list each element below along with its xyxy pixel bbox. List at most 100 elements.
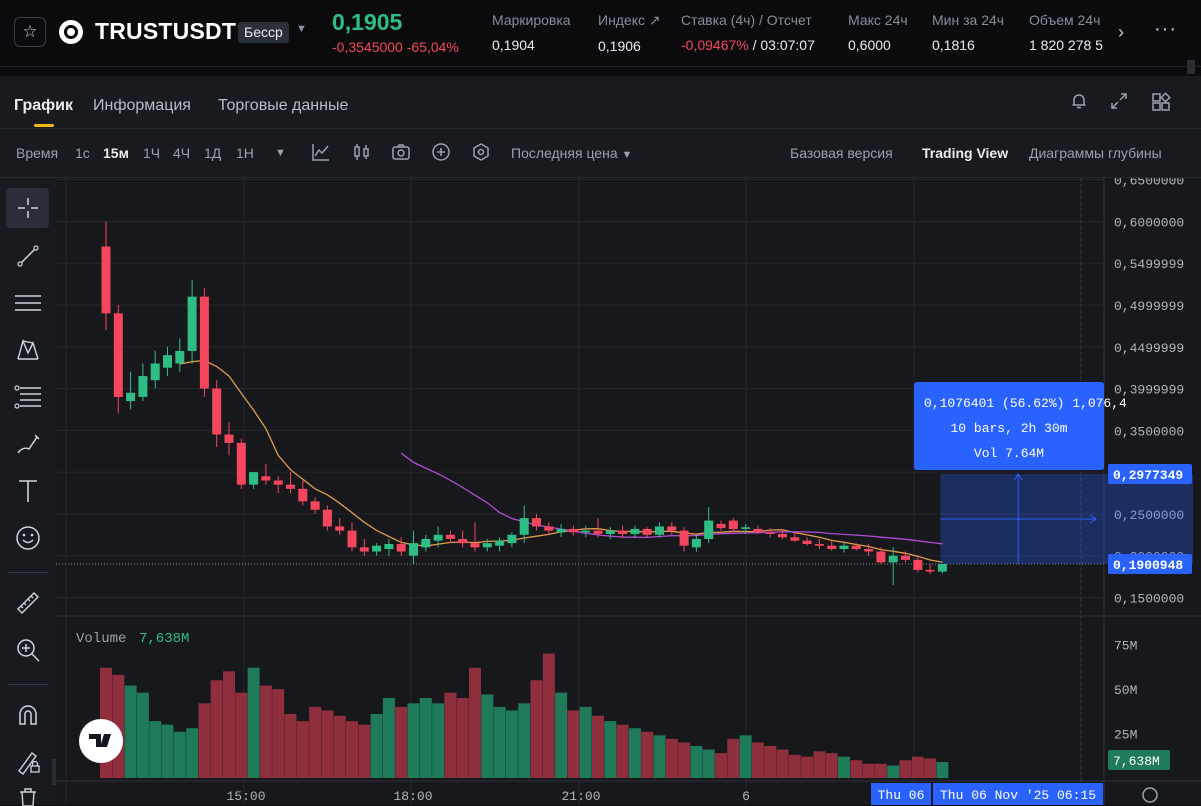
stat-value: 1 820 278 5 (1029, 37, 1103, 53)
candle (298, 488, 308, 502)
interval-1w[interactable]: 1Н (236, 145, 254, 161)
measure-tool[interactable]: 0,1076401 (56.62%) 1,076,4 10 bars, 2h 30… (914, 382, 1193, 564)
symbol-dropdown-icon[interactable]: ▼ (296, 23, 307, 35)
view-depth[interactable]: Диаграммы глубины (1029, 145, 1162, 161)
alert-bell-icon[interactable] (1070, 92, 1088, 115)
add-indicator-icon[interactable] (431, 142, 451, 167)
candles-icon[interactable] (352, 142, 372, 167)
lock-drawing-icon[interactable] (6, 742, 49, 782)
volume-bar (223, 671, 235, 778)
trend-line-icon[interactable] (6, 236, 49, 276)
tab-info[interactable]: Информация (93, 97, 191, 114)
chart-tabs: График Информация Торговые данные (0, 76, 1201, 129)
volume-bar (628, 728, 641, 778)
volume-bar (186, 728, 199, 778)
volume-bar (481, 694, 494, 778)
stat-value: -0,09467% / 03:07:07 (681, 37, 815, 53)
pattern-icon[interactable] (6, 330, 49, 370)
candle (310, 501, 320, 510)
volume-bar (136, 692, 149, 778)
interval-1s[interactable]: 1с (75, 145, 90, 161)
time-start-tag (871, 783, 931, 805)
volume-bar (370, 714, 383, 778)
tooltip-line: 10 bars, 2h 30m (950, 421, 1067, 436)
interval-1d[interactable]: 1Д (204, 145, 222, 161)
horizontal-lines-icon[interactable] (6, 283, 49, 323)
symbol-name[interactable]: TRUSTUSDT (95, 18, 237, 44)
layout-grid-icon[interactable] (1151, 92, 1171, 117)
chart-style-icon[interactable] (311, 142, 331, 167)
price-tick-label: 0,5499999 (1114, 257, 1184, 272)
volume-bar (887, 765, 900, 778)
settings-icon[interactable] (471, 142, 491, 167)
brush-icon[interactable] (6, 424, 49, 464)
tab-trading-data[interactable]: Торговые данные (218, 97, 349, 114)
candle (814, 543, 824, 546)
interval-dropdown-icon[interactable]: ▼ (275, 147, 286, 159)
candle (568, 528, 578, 533)
stat-label: Индекс ↗ (598, 12, 661, 28)
drawing-toolbar (0, 180, 57, 806)
price-source-dropdown[interactable]: Последняя цена ▼ (511, 145, 632, 161)
candle (372, 545, 382, 552)
price-tick-label: 0,4499999 (1114, 341, 1184, 356)
trash-icon[interactable] (6, 786, 49, 806)
crosshair-icon[interactable] (6, 188, 49, 228)
interval-15m[interactable]: 15м (103, 145, 129, 161)
candle (335, 526, 345, 531)
volume-bar (592, 715, 604, 778)
candle (778, 533, 787, 538)
candle (482, 543, 492, 548)
candle (728, 520, 738, 529)
volume-bar (825, 753, 838, 778)
stat-label: Маркировка (492, 12, 571, 28)
volume-bar (850, 760, 863, 778)
view-basic[interactable]: Базовая версия (790, 145, 893, 161)
volume-bar (444, 692, 457, 778)
magnet-icon[interactable] (6, 695, 49, 735)
candlestick-chart[interactable]: 0,6500000 0,6000000 0,5499999 0,4999999 0,44… (56, 178, 1201, 805)
stat-funding-rate: Ставка (4ч) / Отсчет -0,09467% / 03:07:0… (681, 12, 815, 53)
volume-bar (284, 714, 297, 778)
target-price-label: 0,2977349 (1113, 468, 1183, 483)
view-tradingview[interactable]: Trading View (922, 145, 1009, 161)
time-tick-label: 6 (742, 789, 750, 804)
tooltip-line: Vol 7.64M (974, 446, 1044, 461)
volume-last-label: 7,638M (1113, 754, 1160, 769)
volume-bar (690, 746, 703, 778)
price-tick-label: 0,3500000 (1114, 424, 1184, 439)
stat-index-price[interactable]: Индекс ↗ 0,1906 (598, 12, 661, 54)
target-price-tag (1108, 464, 1192, 485)
expand-icon[interactable] (1110, 92, 1128, 115)
candle (396, 543, 406, 552)
chevron-right-icon[interactable]: › (1118, 22, 1124, 42)
emoji-icon[interactable] (6, 518, 49, 558)
camera-icon[interactable] (391, 142, 411, 167)
candle (261, 476, 271, 481)
time-tick-label: 15:00 (226, 789, 265, 804)
volume-bar (210, 680, 223, 778)
zoom-in-icon[interactable] (6, 630, 49, 670)
text-icon[interactable] (6, 471, 49, 511)
interval-1h[interactable]: 1Ч (143, 145, 161, 161)
volume-bar (272, 689, 285, 778)
candle (581, 530, 591, 533)
tool-divider (8, 684, 48, 685)
funding-rate-value: -0,09467% (681, 37, 749, 53)
candle (249, 472, 259, 485)
candle (925, 569, 935, 572)
more-icon[interactable]: ··· (1154, 18, 1177, 40)
scrollbar[interactable] (1187, 60, 1195, 74)
interval-4h[interactable]: 4Ч (173, 145, 191, 161)
arrow-head (1013, 473, 1023, 481)
candle (519, 518, 529, 535)
favorite-star-icon[interactable]: ☆ (14, 17, 46, 47)
volume-tick-label: 50M (1114, 683, 1137, 698)
tab-chart[interactable]: График (14, 97, 73, 114)
active-tab-indicator (34, 124, 54, 127)
ruler-icon[interactable] (6, 583, 49, 623)
chart-panel: График Информация Торговые данные Время … (0, 76, 1201, 806)
volume-bar (235, 692, 248, 778)
time-label: Время (16, 145, 59, 161)
fib-icon[interactable] (6, 377, 49, 417)
